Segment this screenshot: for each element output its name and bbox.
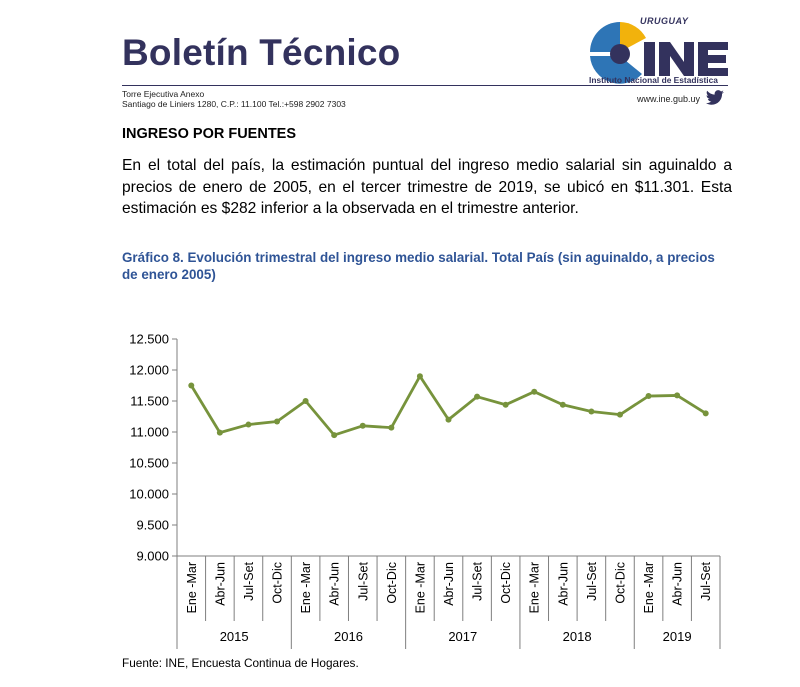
x-tick-label: Jul-Set bbox=[356, 561, 370, 600]
data-point bbox=[674, 392, 681, 399]
x-tick-label: Ene -Mar bbox=[642, 562, 656, 613]
x-tick-label: Abr-Jun bbox=[442, 562, 456, 606]
x-tick-label: Abr-Jun bbox=[671, 562, 685, 606]
data-point bbox=[531, 388, 538, 395]
data-point bbox=[388, 424, 395, 431]
x-tick-label: Oct-Dic bbox=[271, 562, 285, 604]
header-rule bbox=[122, 85, 728, 86]
data-point bbox=[416, 373, 423, 380]
x-tick-label: Ene -Mar bbox=[528, 562, 542, 613]
data-point bbox=[474, 393, 481, 400]
x-tick-label: Abr-Jun bbox=[213, 562, 227, 606]
x-tick-label: Abr-Jun bbox=[328, 562, 342, 606]
address-line-2: Santiago de Liniers 1280, C.P.: 11.100 T… bbox=[122, 99, 346, 109]
section-heading: INGRESO POR FUENTES bbox=[122, 126, 297, 142]
data-point bbox=[216, 429, 223, 436]
x-year-label: 2017 bbox=[448, 629, 477, 644]
y-tick-label: 9.500 bbox=[136, 518, 169, 533]
twitter-bird-icon[interactable] bbox=[705, 90, 725, 106]
data-point bbox=[588, 408, 595, 415]
data-point bbox=[245, 421, 252, 428]
y-tick-label: 12.000 bbox=[129, 363, 169, 378]
data-point bbox=[645, 393, 652, 400]
source-note: Fuente: INE, Encuesta Continua de Hogare… bbox=[122, 656, 359, 670]
y-tick-label: 11.500 bbox=[130, 394, 169, 409]
data-point bbox=[702, 410, 709, 417]
x-tick-label: Oct-Dic bbox=[499, 562, 513, 604]
website-link[interactable]: www.ine.gub.uy bbox=[637, 94, 701, 104]
x-tick-label: Jul-Set bbox=[471, 561, 485, 600]
line-chart: 9.000 9.500 10.000 10.500 11.000 11.500 12.000… bbox=[129, 332, 721, 649]
data-point bbox=[445, 416, 452, 423]
logo-tagline: URUGUAY bbox=[640, 16, 689, 26]
data-point bbox=[274, 418, 281, 425]
ine-logo bbox=[590, 22, 728, 84]
x-tick-label: Ene -Mar bbox=[413, 562, 427, 613]
x-tick-label: Abr-Jun bbox=[556, 562, 570, 606]
logo-caption: Instituto Nacional de Estadística bbox=[589, 75, 718, 85]
x-year-label: 2016 bbox=[334, 629, 363, 644]
x-tick-label: Oct-Dic bbox=[613, 562, 627, 604]
x-tick-label: Jul-Set bbox=[585, 561, 599, 600]
x-tick-label: Ene -Mar bbox=[299, 562, 313, 613]
data-point bbox=[502, 401, 509, 408]
data-point bbox=[188, 382, 195, 389]
data-point bbox=[616, 411, 623, 418]
x-tick-label: Jul-Set bbox=[242, 561, 256, 600]
document-title: Boletín Técnico bbox=[122, 32, 401, 73]
y-tick-label: 12.500 bbox=[129, 332, 169, 347]
y-tick-label: 10.500 bbox=[129, 456, 169, 471]
y-tick-label: 11.000 bbox=[130, 425, 169, 440]
x-tick-label: Ene -Mar bbox=[185, 562, 199, 613]
data-point bbox=[559, 401, 566, 408]
series-line bbox=[190, 374, 707, 437]
data-point bbox=[359, 422, 366, 429]
data-point bbox=[302, 398, 309, 404]
x-tick-label: Oct-Dic bbox=[385, 562, 399, 604]
y-tick-label: 10.000 bbox=[129, 487, 169, 502]
x-year-label: 2015 bbox=[220, 629, 249, 644]
y-tick-label: 9.000 bbox=[136, 549, 169, 564]
chart-title: Gráfico 8. Evolución trimestral del ingr… bbox=[122, 250, 715, 282]
body-paragraph: En el total del país, la estimación punt… bbox=[122, 157, 732, 217]
x-year-label: 2018 bbox=[563, 629, 592, 644]
x-tick-label: Jul-Set bbox=[699, 561, 713, 600]
data-point bbox=[331, 432, 338, 439]
x-year-label: 2019 bbox=[663, 629, 692, 644]
address-line-1: Torre Ejecutiva Anexo bbox=[122, 89, 205, 99]
